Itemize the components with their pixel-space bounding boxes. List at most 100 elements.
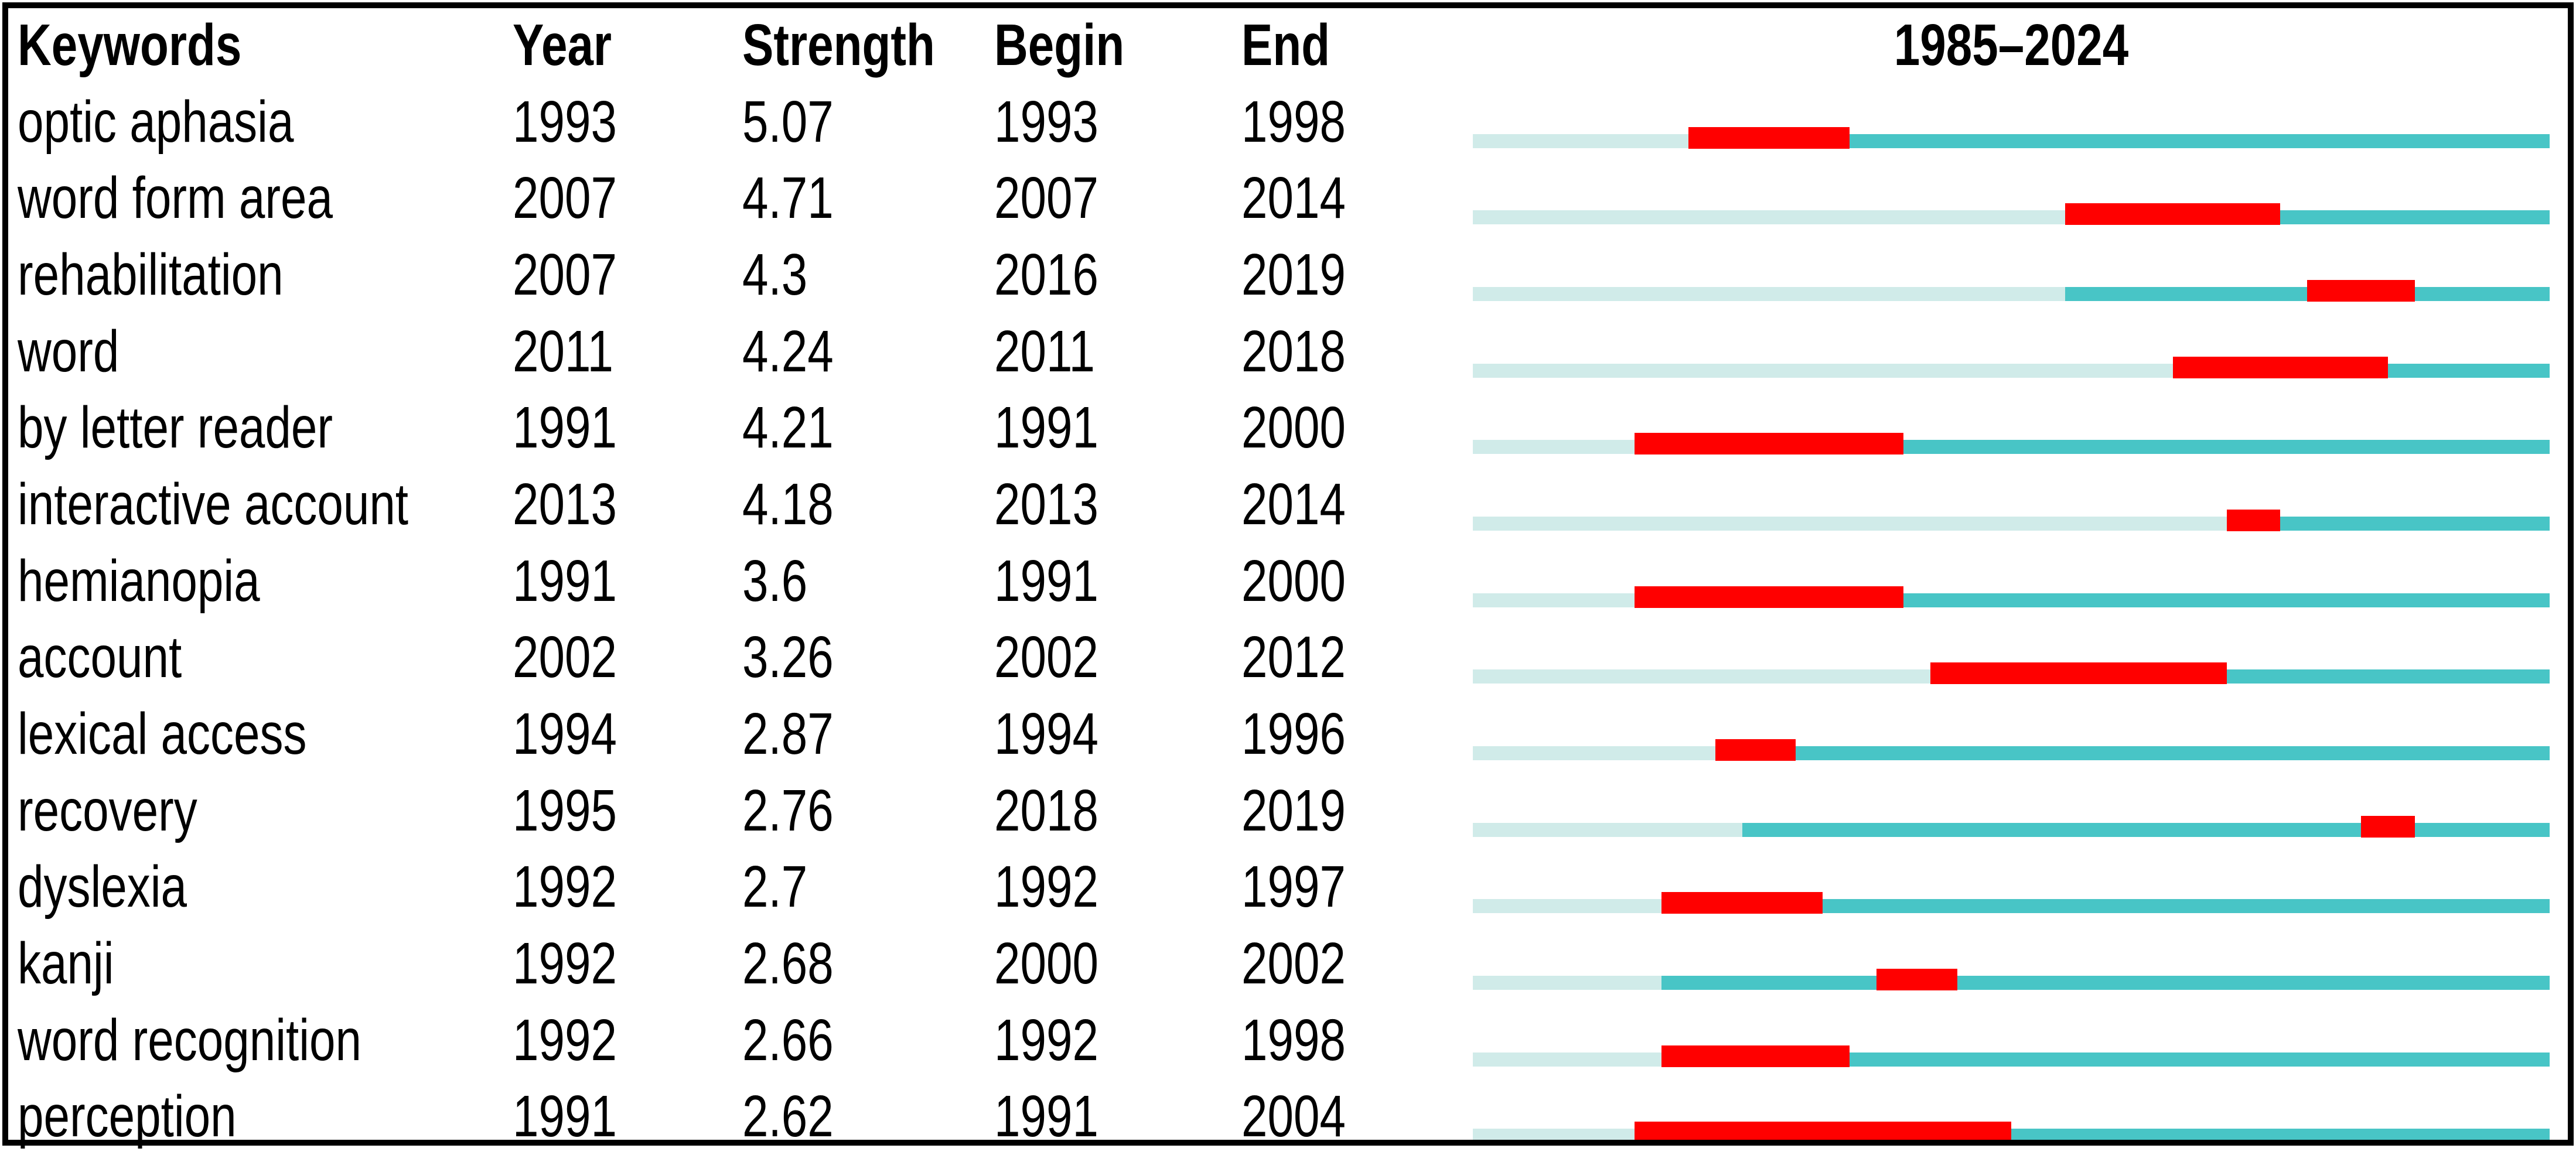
burst-bar xyxy=(1661,1045,1850,1067)
keyword-cell: perception xyxy=(18,1084,237,1150)
bar-pre-appearance-segment xyxy=(1473,669,1931,684)
strength-cell: 4.18 xyxy=(742,471,834,537)
strength-cell: 4.24 xyxy=(742,318,834,384)
year-cell: 1992 xyxy=(513,1007,617,1073)
keyword-cell: lexical access xyxy=(18,701,307,767)
begin-cell: 1992 xyxy=(994,854,1098,920)
begin-cell: 1994 xyxy=(994,701,1098,767)
end-cell: 2012 xyxy=(1241,624,1346,691)
column-header-keywords: Keywords xyxy=(18,12,242,78)
table-row: optic aphasia 1993 5.07 1993 1998 xyxy=(0,77,2576,155)
keyword-cell: rehabilitation xyxy=(18,242,284,307)
begin-cell: 2016 xyxy=(994,242,1098,307)
strength-cell: 2.87 xyxy=(742,701,834,767)
end-cell: 2018 xyxy=(1241,318,1346,384)
year-cell: 1991 xyxy=(513,395,617,461)
end-cell: 1998 xyxy=(1241,1007,1346,1073)
year-cell: 1993 xyxy=(513,88,617,155)
keyword-cell: kanji xyxy=(18,931,114,996)
strength-cell: 4.21 xyxy=(742,395,834,461)
bar-active-segment xyxy=(1661,976,2550,990)
begin-cell: 2002 xyxy=(994,624,1098,691)
bar-pre-appearance-segment xyxy=(1473,822,1742,837)
year-cell: 2002 xyxy=(513,624,617,691)
begin-cell: 1991 xyxy=(994,548,1098,614)
end-cell: 2004 xyxy=(1241,1084,1346,1150)
bar-pre-appearance-segment xyxy=(1473,976,1661,990)
table-row: word 2011 4.24 2011 2018 xyxy=(0,306,2576,384)
begin-cell: 2000 xyxy=(994,931,1098,996)
table-row: by letter reader 1991 4.21 1991 2000 xyxy=(0,382,2576,460)
year-cell: 1992 xyxy=(513,854,617,920)
begin-cell: 1991 xyxy=(994,395,1098,461)
year-cell: 1991 xyxy=(513,548,617,614)
keyword-cell: account xyxy=(18,624,182,691)
year-cell: 2013 xyxy=(513,471,617,537)
bar-pre-appearance-segment xyxy=(1473,746,1715,760)
year-cell: 2011 xyxy=(513,318,614,384)
keyword-cell: optic aphasia xyxy=(18,88,294,155)
strength-cell: 3.26 xyxy=(742,624,834,691)
header-row: Keywords Year Strength Begin End 1985–20… xyxy=(0,0,2576,78)
column-header-strength: Strength xyxy=(742,12,935,78)
begin-cell: 1992 xyxy=(994,1007,1098,1073)
bar-active-segment xyxy=(2226,517,2550,531)
strength-cell: 4.71 xyxy=(742,165,834,231)
year-cell: 1994 xyxy=(513,701,617,767)
end-cell: 2000 xyxy=(1241,395,1346,461)
burst-bar xyxy=(1715,739,1796,761)
burst-bar xyxy=(2065,203,2281,225)
bar-active-segment xyxy=(1715,746,2550,760)
bar-pre-appearance-segment xyxy=(1473,593,1635,607)
burst-bar xyxy=(1634,433,1904,455)
keyword-cell: by letter reader xyxy=(18,395,333,461)
table-row: account 2002 3.26 2002 2012 xyxy=(0,612,2576,690)
end-cell: 2000 xyxy=(1241,548,1346,614)
end-cell: 1997 xyxy=(1241,854,1346,920)
bar-pre-appearance-segment xyxy=(1473,517,2227,531)
strength-cell: 2.66 xyxy=(742,1007,834,1073)
year-cell: 1995 xyxy=(513,777,617,843)
column-header-begin: Begin xyxy=(994,12,1125,78)
table-row: kanji 1992 2.68 2000 2002 xyxy=(0,918,2576,996)
column-header-year: Year xyxy=(513,12,612,78)
bar-pre-appearance-segment xyxy=(1473,287,2065,301)
column-header-timeline: 1985–2024 xyxy=(1893,12,2129,78)
begin-cell: 2013 xyxy=(994,471,1098,537)
burst-bar xyxy=(1661,892,1823,914)
burst-bar xyxy=(2361,815,2415,838)
burst-bar xyxy=(2226,510,2281,531)
end-cell: 2019 xyxy=(1241,777,1346,843)
bar-pre-appearance-segment xyxy=(1473,363,2173,378)
table-row: interactive account 2013 4.18 2013 2014 xyxy=(0,459,2576,537)
keyword-cell: hemianopia xyxy=(18,548,260,614)
strength-cell: 2.62 xyxy=(742,1084,834,1150)
begin-cell: 2007 xyxy=(994,165,1098,231)
table-row: hemianopia 1991 3.6 1991 2000 xyxy=(0,536,2576,614)
bar-pre-appearance-segment xyxy=(1473,899,1661,914)
burst-bar xyxy=(1688,127,1850,149)
table-row: word form area 2007 4.71 2007 2014 xyxy=(0,153,2576,231)
burst-bar xyxy=(1634,586,1904,608)
end-cell: 2014 xyxy=(1241,165,1346,231)
burst-bar xyxy=(2172,356,2389,378)
burst-bar xyxy=(1876,969,1958,990)
table-row: word recognition 1992 2.66 1992 1998 xyxy=(0,995,2576,1073)
strength-cell: 2.68 xyxy=(742,931,834,996)
keyword-cell: recovery xyxy=(18,777,197,843)
bar-pre-appearance-segment xyxy=(1473,210,2065,225)
table-row: perception 1991 2.62 1991 2004 xyxy=(0,1071,2576,1149)
keyword-cell: dyslexia xyxy=(18,854,187,920)
keyword-cell: word form area xyxy=(18,165,333,231)
bar-pre-appearance-segment xyxy=(1473,1129,1635,1143)
bar-pre-appearance-segment xyxy=(1473,1052,1661,1067)
end-cell: 1996 xyxy=(1241,701,1346,767)
year-cell: 1992 xyxy=(513,931,617,996)
end-cell: 1998 xyxy=(1241,88,1346,155)
bar-pre-appearance-segment xyxy=(1473,440,1635,455)
strength-cell: 3.6 xyxy=(742,548,808,614)
strength-cell: 2.7 xyxy=(742,854,808,920)
burst-bar xyxy=(1634,1122,2011,1144)
begin-cell: 2011 xyxy=(994,318,1096,384)
